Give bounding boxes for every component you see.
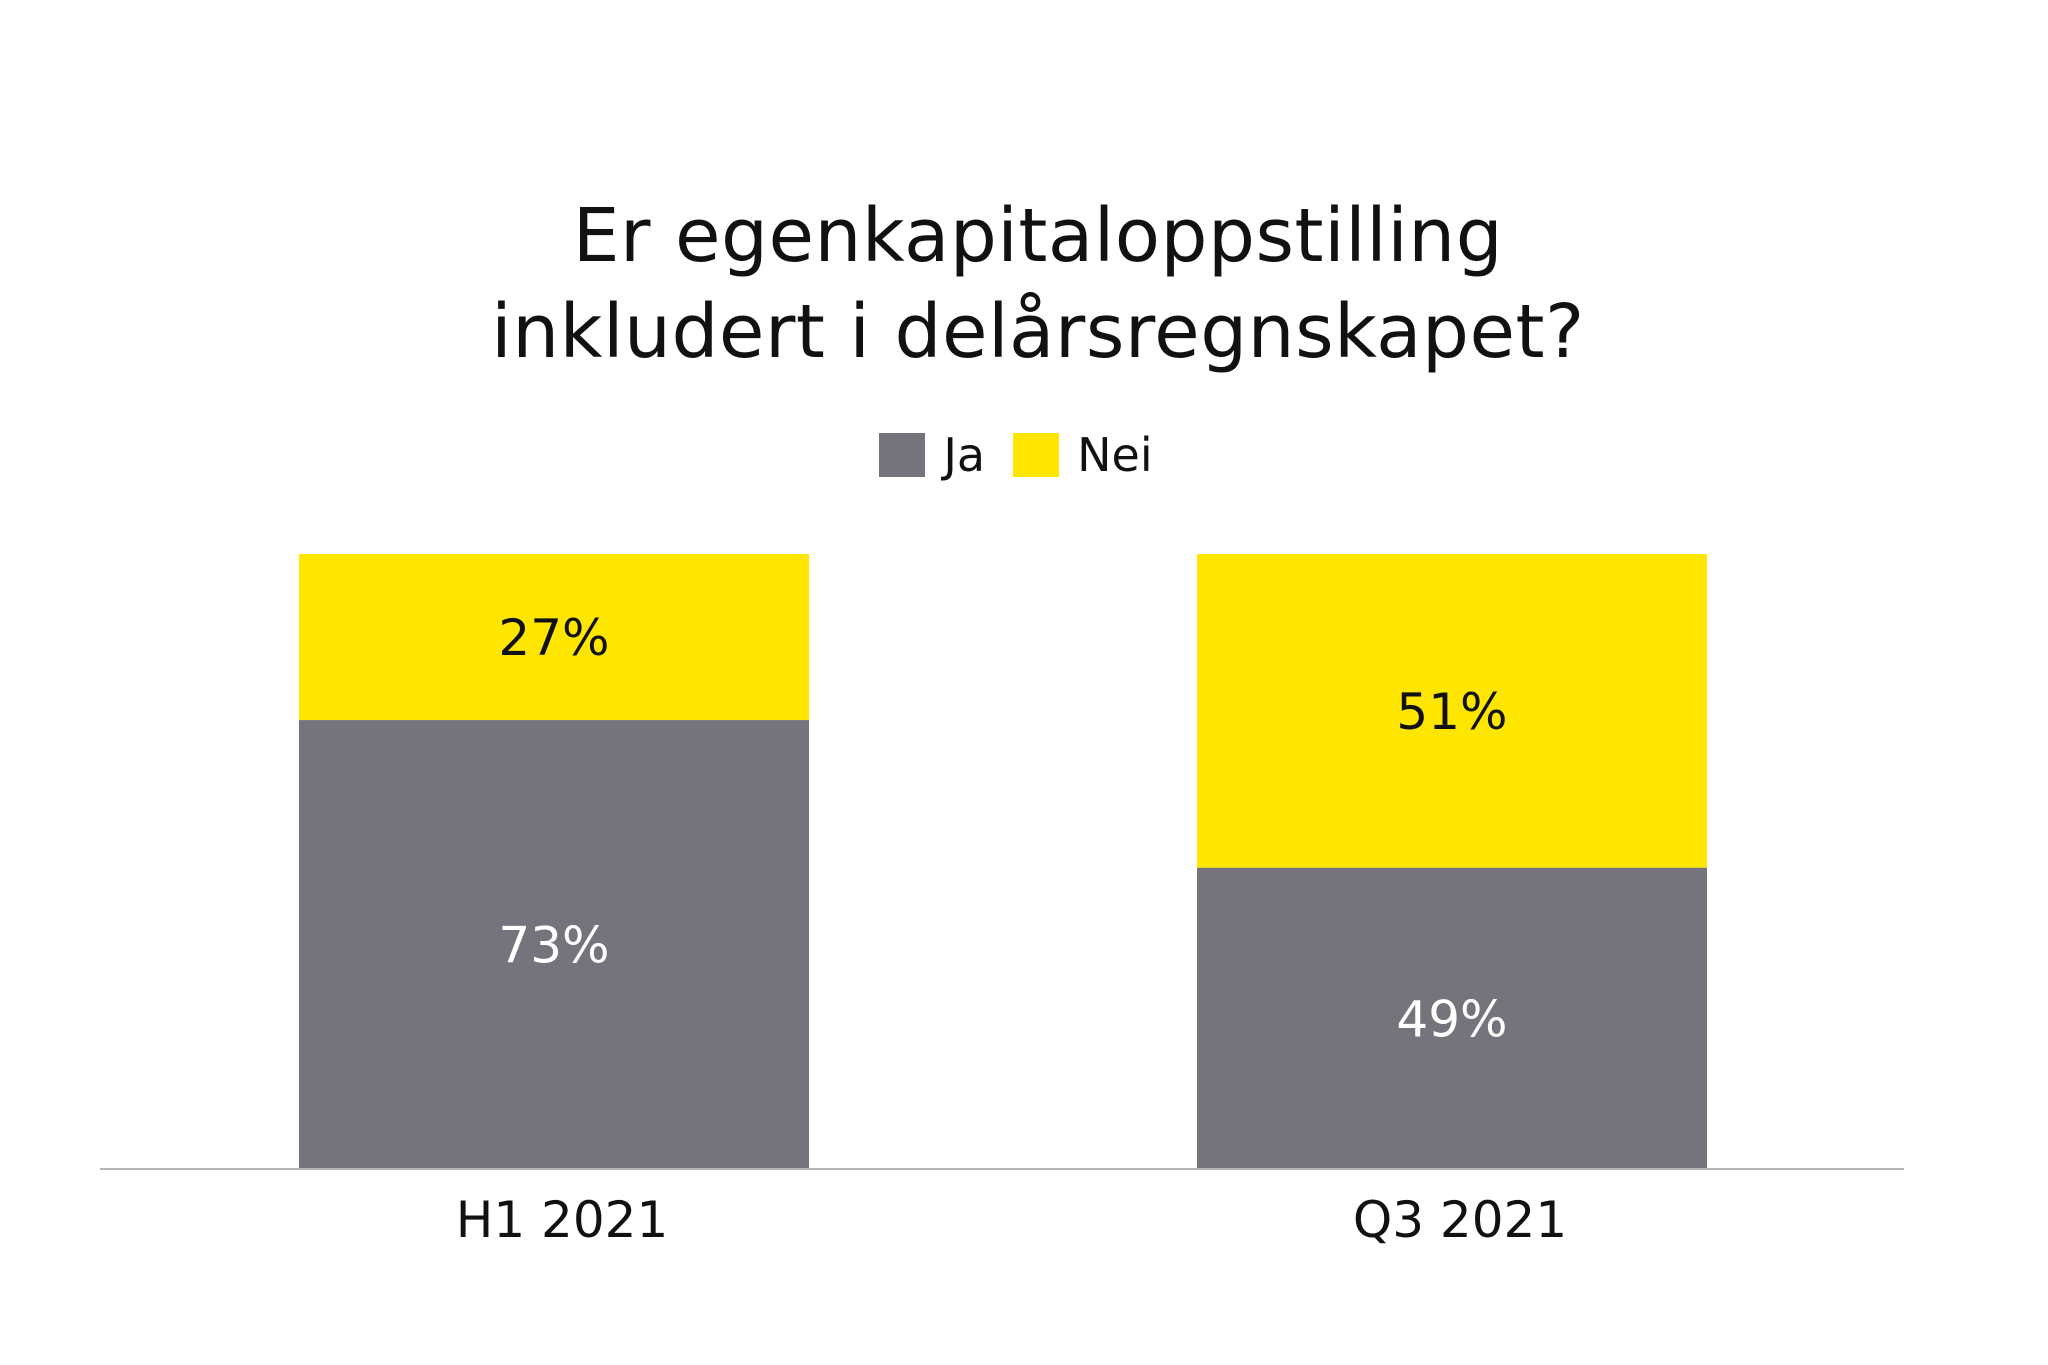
bar-group-h1-2021: 73% 27% <box>299 554 809 1169</box>
legend: Ja Nei <box>0 430 2032 480</box>
bar-segment-ja-1 <box>1197 867 1707 1169</box>
bar-segment-nei-1 <box>1197 554 1707 868</box>
legend-swatch-ja <box>879 433 926 477</box>
legend-label-ja: Ja <box>943 428 986 482</box>
chart-title: Er egenkapitaloppstilling inkludert i de… <box>0 188 2048 380</box>
legend-item-nei: Nei <box>1013 430 1153 480</box>
data-label-ja-1: 49% <box>1396 990 1507 1048</box>
data-label-nei-0: 27% <box>498 609 609 667</box>
bar-group-q3-2021: 49% 51% <box>1197 554 1707 1169</box>
legend-item-ja: Ja <box>879 430 985 480</box>
legend-swatch-nei <box>1013 433 1060 477</box>
chart-title-line-1: Er egenkapitaloppstilling <box>572 193 1504 279</box>
bar-segment-nei-0 <box>299 554 809 721</box>
data-label-ja-0: 73% <box>498 917 609 975</box>
x-tick-label-0: H1 2021 <box>456 1191 669 1249</box>
x-tick-label-1: Q3 2021 <box>1353 1191 1567 1249</box>
chart-title-line-2: inkludert i delårsregnskapet? <box>491 289 1585 375</box>
legend-label-nei: Nei <box>1077 428 1153 482</box>
bar-segment-ja-0 <box>299 720 809 1169</box>
data-label-nei-1: 51% <box>1396 683 1507 741</box>
